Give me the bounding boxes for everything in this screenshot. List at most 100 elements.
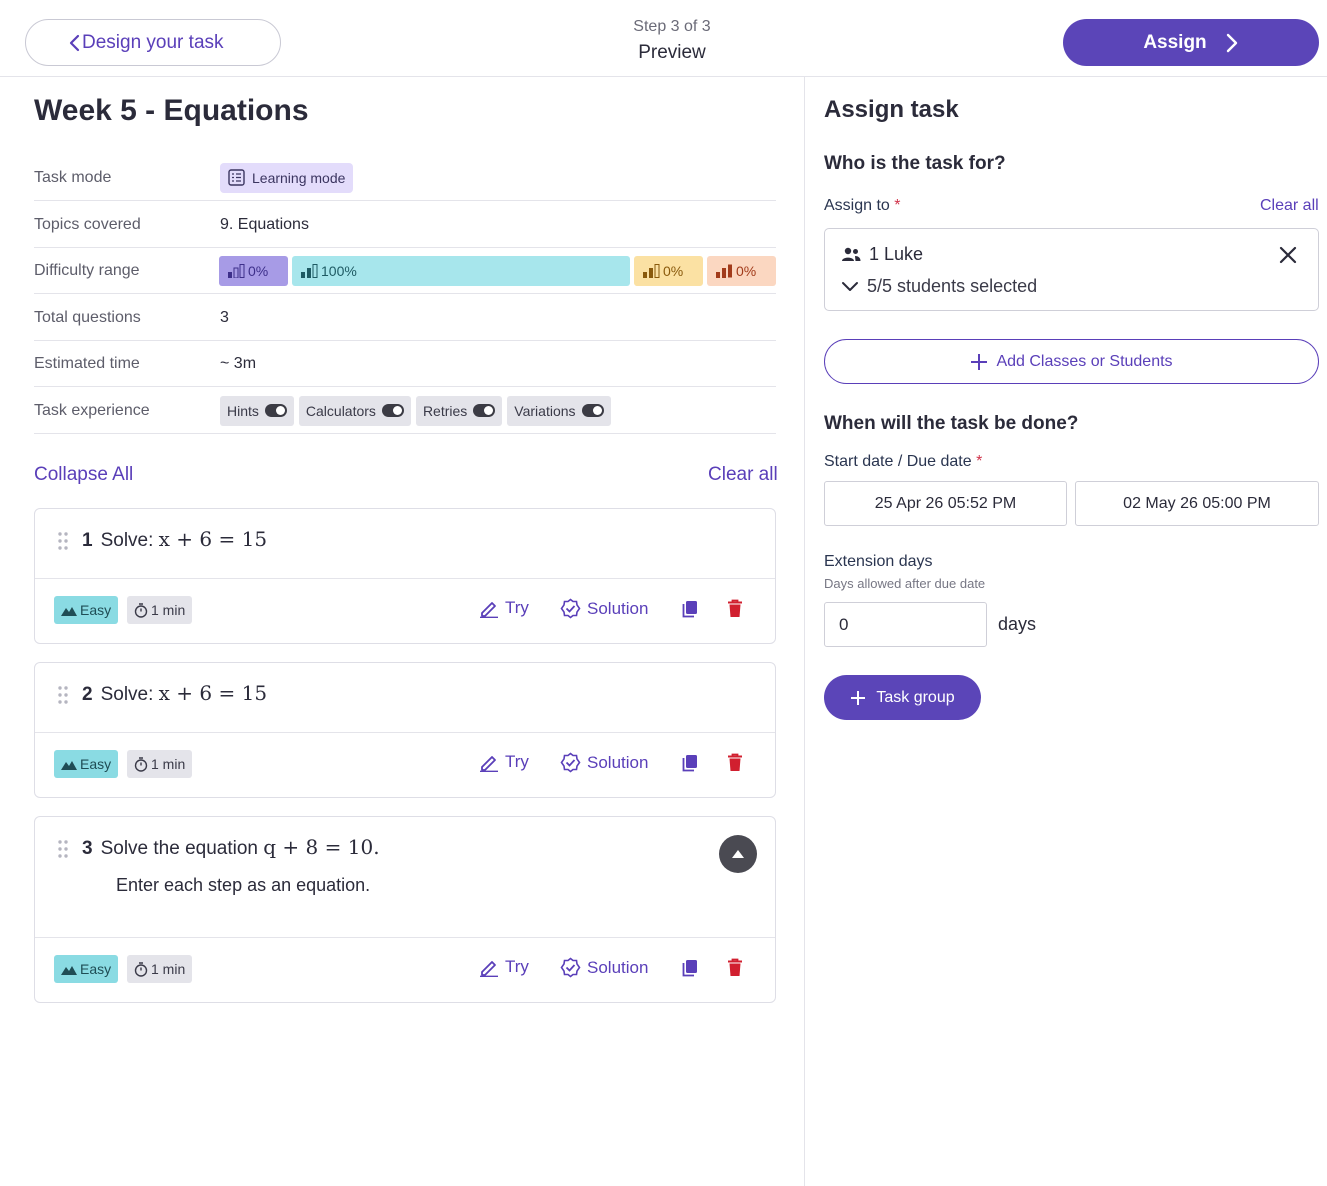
- total-questions-label: Total questions: [34, 308, 141, 326]
- question-instructions: Enter each step as an equation.: [116, 875, 371, 895]
- stopwatch-icon: [134, 602, 148, 618]
- extension-days-label: Extension days: [824, 553, 933, 570]
- collapse-all-link[interactable]: Collapse All: [34, 464, 134, 485]
- calculators-chip: Calculators: [298, 395, 411, 426]
- solution-button[interactable]: Solution: [560, 598, 648, 619]
- question-equation: q + 8 = 10.: [263, 835, 380, 859]
- delete-button[interactable]: [727, 958, 749, 977]
- clear-all-questions-link[interactable]: Clear all: [708, 464, 778, 485]
- triangle-up-icon: [732, 850, 744, 858]
- trash-icon: [728, 753, 742, 771]
- question-equation: x + 6 = 15: [158, 681, 268, 705]
- chevron-down-icon: [842, 281, 858, 291]
- copy-icon: [682, 960, 697, 977]
- verified-badge-icon: [560, 752, 581, 773]
- extension-days-input[interactable]: 0: [824, 602, 987, 647]
- question-number: 1: [82, 530, 93, 551]
- assignee-field[interactable]: 1 Luke 5/5 students selected: [824, 228, 1319, 311]
- topics-value: 9. Equations: [220, 215, 309, 233]
- copy-icon: [682, 601, 697, 618]
- clear-all-assignees-link[interactable]: Clear all: [1260, 197, 1319, 214]
- difficulty-tag: Easy: [54, 955, 119, 983]
- back-to-design-button[interactable]: Design your task: [25, 19, 281, 66]
- add-classes-or-students-button[interactable]: Add Classes or Students: [824, 339, 1319, 384]
- question-number: 3: [82, 838, 93, 859]
- question-card: 2 Solve: x + 6 = 15 Easy 1 min Try Soluti…: [34, 662, 776, 798]
- try-button[interactable]: Try: [479, 957, 529, 977]
- difficulty-segment-4: 0%: [707, 255, 776, 286]
- mountain-icon: [61, 966, 77, 975]
- difficulty-bars-icon: [301, 263, 318, 278]
- due-date-field[interactable]: 02 May 26 05:00 PM: [1075, 481, 1319, 526]
- retries-chip: Retries: [415, 395, 503, 426]
- time-tag: 1 min: [127, 955, 193, 983]
- drag-handle-icon[interactable]: [57, 685, 69, 705]
- difficulty-segment-2: 100%: [292, 255, 630, 286]
- top-bar: Design your task Step 3 of 3 Preview Ass…: [0, 0, 1327, 77]
- assign-button-label: Assign: [1143, 31, 1207, 53]
- drag-handle-icon[interactable]: [57, 839, 69, 859]
- task-preview-panel: Week 5 - Equations Task mode Learning mo…: [0, 77, 804, 1186]
- collapse-question-button[interactable]: [719, 835, 757, 873]
- total-questions-row: Total questions 3: [34, 295, 776, 341]
- difficulty-segment-3: 0%: [634, 255, 703, 286]
- time-tag: 1 min: [127, 750, 193, 778]
- close-icon[interactable]: [1279, 246, 1297, 264]
- task-mode-value: Learning mode: [252, 169, 346, 186]
- task-experience-chips: Hints Calculators Retries Variations: [220, 395, 616, 426]
- difficulty-bars-icon: [228, 263, 245, 278]
- required-asterisk: *: [894, 197, 901, 214]
- task-group-button[interactable]: Task group: [824, 675, 981, 720]
- duplicate-button[interactable]: [682, 959, 704, 977]
- retries-toggle: [473, 404, 496, 417]
- question-number: 2: [82, 684, 93, 705]
- assign-button[interactable]: Assign: [1063, 19, 1319, 66]
- question-card: 3 Solve the equation q + 8 = 10. Enter ea…: [34, 816, 776, 1003]
- hints-toggle: [264, 404, 287, 417]
- extension-days-unit: days: [998, 614, 1037, 634]
- duplicate-button[interactable]: [682, 600, 704, 618]
- mountain-icon: [61, 607, 77, 616]
- trash-icon: [728, 958, 742, 976]
- pencil-icon: [480, 756, 498, 772]
- question-equation: x + 6 = 15: [158, 527, 268, 551]
- difficulty-range-bar: 0% 100% 0% 0%: [219, 255, 776, 286]
- estimated-time-label: Estimated time: [34, 354, 140, 372]
- hints-chip: Hints: [220, 395, 294, 426]
- start-date-field[interactable]: 25 Apr 26 05:52 PM: [824, 481, 1067, 526]
- difficulty-bars-icon: [643, 263, 660, 278]
- who-heading: Who is the task for?: [824, 153, 1006, 174]
- step-counter: Step 3 of 3: [633, 18, 711, 35]
- total-questions-value: 3: [220, 308, 229, 326]
- students-selected-toggle[interactable]: 5/5 students selected: [841, 276, 1037, 297]
- try-button[interactable]: Try: [479, 598, 529, 618]
- assign-panel-title: Assign task: [824, 96, 959, 123]
- step-indicator: Step 3 of 3 Preview: [560, 18, 784, 64]
- delete-button[interactable]: [727, 753, 749, 772]
- trash-icon: [728, 599, 742, 617]
- try-button[interactable]: Try: [479, 752, 529, 772]
- variations-toggle: [581, 404, 604, 417]
- topics-label: Topics covered: [34, 215, 141, 233]
- assignee-entry: 1 Luke: [841, 244, 923, 265]
- dates-label: Start date / Due date *: [824, 453, 983, 470]
- time-tag: 1 min: [127, 596, 193, 624]
- task-title: Week 5 - Equations: [34, 94, 309, 127]
- difficulty-label: Difficulty range: [34, 261, 140, 279]
- copy-icon: [682, 755, 697, 772]
- drag-handle-icon[interactable]: [57, 531, 69, 551]
- stopwatch-icon: [134, 961, 148, 977]
- pencil-icon: [480, 602, 498, 618]
- estimated-time-value: ~ 3m: [220, 354, 257, 372]
- duplicate-button[interactable]: [682, 754, 704, 772]
- task-experience-label: Task experience: [34, 401, 150, 419]
- task-mode-row: Task mode Learning mode: [34, 155, 776, 201]
- solution-button[interactable]: Solution: [560, 752, 648, 773]
- difficulty-row: Difficulty range 0% 100% 0% 0%: [34, 248, 776, 294]
- difficulty-segment-1: 0%: [219, 255, 288, 286]
- delete-button[interactable]: [727, 599, 749, 618]
- calculators-toggle: [381, 404, 404, 417]
- variations-chip: Variations: [507, 395, 611, 426]
- solution-button[interactable]: Solution: [560, 957, 648, 978]
- stopwatch-icon: [134, 756, 148, 772]
